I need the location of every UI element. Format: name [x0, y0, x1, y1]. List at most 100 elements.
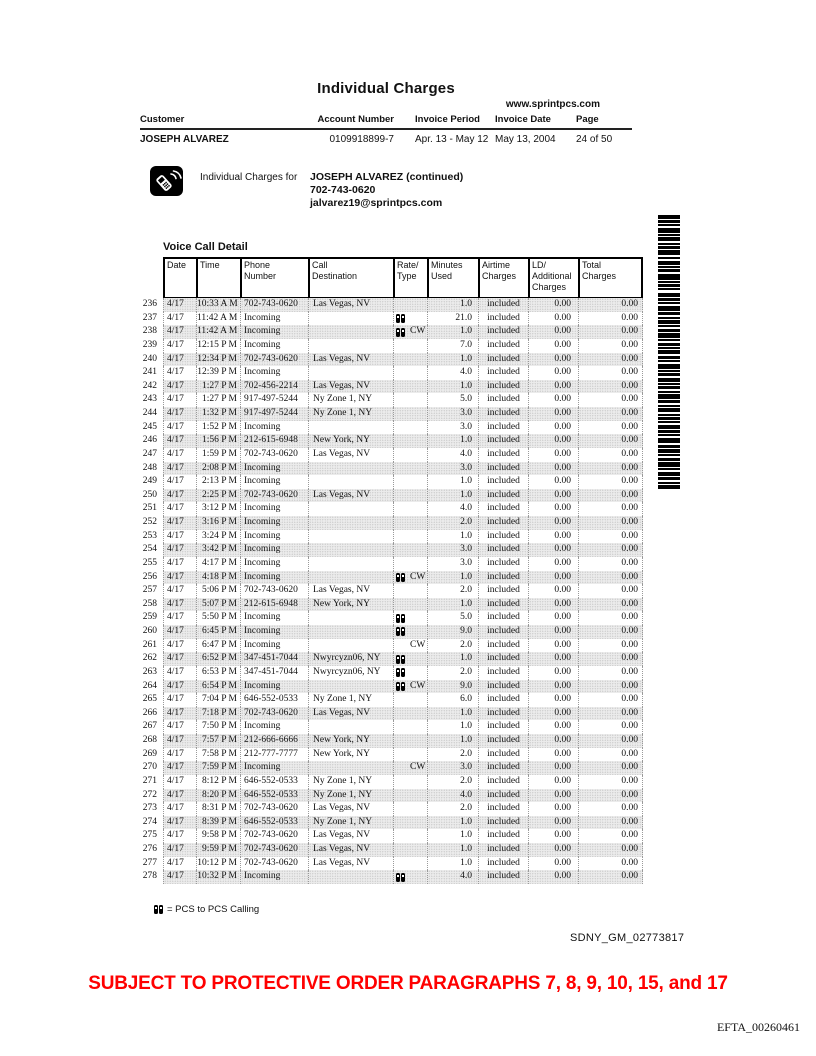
cell-phone: 702-743-0620	[240, 584, 308, 598]
cell-tot: 0.00	[578, 761, 643, 775]
cell-date: 4/17	[163, 734, 196, 748]
cell-dest: Ny Zone 1, NY	[308, 788, 393, 803]
cell-time: 7:59 P M	[196, 761, 240, 775]
cell-rate-type	[393, 693, 427, 707]
cell-ld: 0.00	[528, 447, 578, 462]
table-row: 240 4/17 12:34 P M 702-743-0620 Las Vegas, N…	[140, 352, 643, 367]
cell-min: 2.0	[427, 584, 478, 598]
cell-ld: 0.00	[528, 488, 578, 503]
header-airtime-charges: Airtime Charges	[478, 259, 528, 297]
cell-num: 258	[140, 597, 163, 612]
cell-date: 4/17	[163, 870, 196, 884]
cell-ld: 0.00	[528, 611, 578, 625]
cell-air: included	[478, 352, 528, 367]
table-row: 256 4/17 4:18 P M Incoming CW 1.0 included 0.00…	[140, 570, 643, 585]
cell-date: 4/17	[163, 407, 196, 421]
cell-time: 7:50 P M	[196, 720, 240, 734]
cell-rate-type	[393, 516, 427, 530]
table-row: 260 4/17 6:45 P M Incoming 9.0 included 0.00 0.…	[140, 625, 643, 639]
pcs-to-pcs-icon	[396, 313, 405, 323]
cell-air: included	[478, 570, 528, 585]
table-row: 242 4/17 1:27 P M 702-456-2214 Las Vegas, NV…	[140, 379, 643, 394]
cell-phone: Incoming	[240, 611, 308, 625]
cell-date: 4/17	[163, 693, 196, 707]
cell-time: 2:25 P M	[196, 488, 240, 503]
cell-num: 246	[140, 434, 163, 448]
cell-min: 4.0	[427, 366, 478, 380]
cell-phone: 212-615-6948	[240, 597, 308, 612]
cell-time: 11:42 A M	[196, 311, 240, 326]
cell-time: 6:45 P M	[196, 625, 240, 639]
cell-time: 6:47 P M	[196, 638, 240, 653]
cell-air: included	[478, 529, 528, 544]
cell-tot: 0.00	[578, 516, 643, 530]
cell-air: included	[478, 393, 528, 407]
cell-air: included	[478, 706, 528, 721]
table-row: 265 4/17 7:04 P M 646-552-0533 Ny Zone 1, NY…	[140, 693, 643, 707]
cell-ld: 0.00	[528, 420, 578, 435]
cell-time: 7:18 P M	[196, 706, 240, 721]
cell-num: 255	[140, 556, 163, 571]
cell-num: 238	[140, 325, 163, 339]
cell-time: 1:32 P M	[196, 407, 240, 421]
table-row: 259 4/17 5:50 P M Incoming 5.0 included 0.00 0.…	[140, 611, 643, 625]
charges-for-block: Individual Charges for JOSEPH ALVAREZ (c…	[150, 166, 463, 210]
cell-air: included	[478, 747, 528, 762]
cell-ld: 0.00	[528, 338, 578, 353]
cell-rate-type	[393, 597, 427, 612]
table-row: 239 4/17 12:15 P M Incoming 7.0 included 0.00 0…	[140, 338, 643, 353]
cell-date: 4/17	[163, 393, 196, 407]
cell-date: 4/17	[163, 447, 196, 462]
cell-min: 3.0	[427, 407, 478, 421]
cell-time: 12:15 P M	[196, 338, 240, 353]
cell-tot: 0.00	[578, 679, 643, 694]
cell-num: 273	[140, 802, 163, 816]
cell-time: 3:16 P M	[196, 516, 240, 530]
pcs-to-pcs-icon	[396, 872, 405, 882]
cell-min: 1.0	[427, 720, 478, 734]
cell-air: included	[478, 679, 528, 694]
cell-rate-type	[393, 379, 427, 394]
cell-num: 244	[140, 407, 163, 421]
cell-min: 9.0	[427, 625, 478, 639]
cell-num: 267	[140, 720, 163, 734]
cell-min: 4.0	[427, 502, 478, 516]
cell-rate-type	[393, 543, 427, 557]
cell-num: 264	[140, 679, 163, 694]
pcs-to-pcs-icon	[154, 905, 163, 914]
cell-tot: 0.00	[578, 584, 643, 598]
cell-phone: 702-743-0620	[240, 856, 308, 871]
cell-time: 8:12 P M	[196, 774, 240, 789]
cell-num: 254	[140, 543, 163, 557]
cell-rate-type	[393, 856, 427, 871]
cell-phone: 702-743-0620	[240, 829, 308, 843]
pcs-to-pcs-icon	[396, 627, 405, 637]
cell-tot: 0.00	[578, 338, 643, 353]
cell-air: included	[478, 311, 528, 326]
cell-tot: 0.00	[578, 693, 643, 707]
cell-tot: 0.00	[578, 298, 643, 312]
table-body: 236 4/17 10:33 A M 702-743-0620 Las Vegas, N…	[140, 298, 643, 884]
cell-dest: Las Vegas, NV	[308, 298, 393, 312]
cell-num: 242	[140, 379, 163, 394]
cell-dest	[308, 420, 393, 435]
cell-ld: 0.00	[528, 747, 578, 762]
table-row: 258 4/17 5:07 P M 212-615-6948 New York, NY 1…	[140, 597, 643, 612]
cell-dest: Nwyrcyzn06, NY	[308, 652, 393, 666]
cell-dest: Las Vegas, NV	[308, 856, 393, 871]
cell-rate-type	[393, 747, 427, 762]
cell-phone: 702-743-0620	[240, 298, 308, 312]
cell-air: included	[478, 815, 528, 830]
cell-rate-type	[393, 829, 427, 843]
table-row: 237 4/17 11:42 A M Incoming 21.0 included 0.00…	[140, 311, 643, 326]
cell-num: 257	[140, 584, 163, 598]
cell-time: 7:57 P M	[196, 734, 240, 748]
cell-num: 248	[140, 461, 163, 476]
cell-air: included	[478, 584, 528, 598]
cell-ld: 0.00	[528, 761, 578, 775]
cell-min: 3.0	[427, 556, 478, 571]
cell-min: 2.0	[427, 638, 478, 653]
cell-phone: 212-615-6948	[240, 434, 308, 448]
cell-air: included	[478, 338, 528, 353]
